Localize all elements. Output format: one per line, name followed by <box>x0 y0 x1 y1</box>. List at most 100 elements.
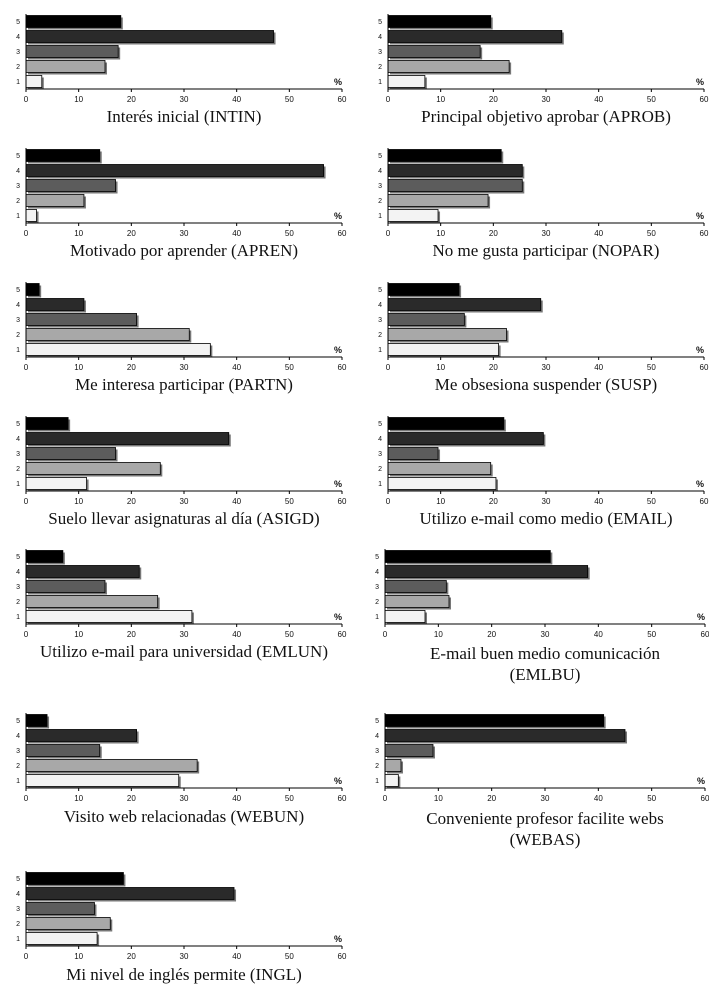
x-tick-label: 40 <box>232 952 241 961</box>
x-tick-label: 20 <box>127 794 136 803</box>
category-label: 5 <box>16 421 20 428</box>
x-tick-label: 20 <box>489 363 498 372</box>
x-tick-label: 30 <box>542 229 551 238</box>
bar-level-3 <box>25 902 95 915</box>
chart-title: Me obsesiona suspender (SUSP) <box>434 375 658 394</box>
x-tick-label: 60 <box>338 497 347 506</box>
percent-unit-label: % <box>334 612 342 622</box>
category-label: 1 <box>16 79 20 86</box>
x-tick-label: 20 <box>127 363 136 372</box>
x-tick-label: 40 <box>232 95 241 104</box>
x-tick-label: 20 <box>489 229 498 238</box>
category-label: 2 <box>378 64 382 71</box>
x-tick-label: 0 <box>24 497 29 506</box>
x-tick-label: 40 <box>232 363 241 372</box>
x-tick-label: 50 <box>285 229 294 238</box>
x-tick-label: 50 <box>285 794 294 803</box>
x-tick-label: 0 <box>24 363 29 372</box>
x-tick-label: 60 <box>700 363 709 372</box>
percent-unit-label: % <box>334 345 342 355</box>
x-tick-label: 40 <box>594 95 603 104</box>
x-tick-label: 10 <box>74 952 83 961</box>
percent-unit-label: % <box>334 211 342 221</box>
x-tick-label: 60 <box>701 794 709 803</box>
x-tick-label: 0 <box>24 229 29 238</box>
x-tick-label: 60 <box>338 630 347 639</box>
percent-unit-label: % <box>334 479 342 489</box>
category-label: 4 <box>378 436 382 443</box>
x-tick-label: 50 <box>647 363 656 372</box>
x-tick-label: 10 <box>74 363 83 372</box>
category-label: 3 <box>16 317 20 324</box>
x-tick-label: 30 <box>180 497 189 506</box>
category-label: 5 <box>378 19 382 26</box>
x-tick-label: 0 <box>386 229 391 238</box>
category-label: 4 <box>16 34 20 41</box>
x-tick-label: 0 <box>24 95 29 104</box>
x-tick-label: 20 <box>487 630 496 639</box>
x-tick-label: 20 <box>127 229 136 238</box>
x-tick-label: 20 <box>487 794 496 803</box>
x-tick-label: 10 <box>74 794 83 803</box>
chart-title: Mi nivel de inglés permite (INGL) <box>66 965 302 984</box>
category-label: 1 <box>16 614 20 621</box>
category-label: 2 <box>16 198 20 205</box>
x-tick-label: 40 <box>232 794 241 803</box>
category-label: 5 <box>16 153 20 160</box>
x-tick-label: 10 <box>74 630 83 639</box>
x-tick-label: 30 <box>542 497 551 506</box>
category-label: 3 <box>16 49 20 56</box>
x-tick-label: 0 <box>386 363 391 372</box>
x-tick-label: 30 <box>180 952 189 961</box>
x-tick-label: 10 <box>436 95 445 104</box>
category-label: 1 <box>375 778 379 785</box>
x-tick-label: 20 <box>127 952 136 961</box>
category-label: 4 <box>378 302 382 309</box>
bar-level-4 <box>25 887 235 900</box>
category-label: 5 <box>16 19 20 26</box>
category-label: 4 <box>16 733 20 740</box>
x-tick-label: 60 <box>338 952 347 961</box>
category-label: 3 <box>16 584 20 591</box>
category-label: 1 <box>16 347 20 354</box>
category-label: 5 <box>378 421 382 428</box>
category-label: 4 <box>16 891 20 898</box>
chart-title: Utilizo e-mail como medio (EMAIL) <box>419 509 673 528</box>
category-label: 1 <box>16 778 20 785</box>
x-tick-label: 50 <box>647 95 656 104</box>
category-label: 2 <box>16 921 20 928</box>
category-label: 2 <box>375 763 379 770</box>
chart-title: Suelo llevar asignaturas al día (ASIGD) <box>48 509 320 528</box>
category-label: 3 <box>378 451 382 458</box>
percent-unit-label: % <box>334 77 342 87</box>
category-label: 5 <box>16 554 20 561</box>
category-label: 3 <box>16 748 20 755</box>
chart-title: Interés inicial (INTIN) <box>106 107 262 126</box>
x-tick-label: 50 <box>285 363 294 372</box>
x-tick-label: 60 <box>338 95 347 104</box>
percent-unit-label: % <box>697 776 705 786</box>
x-tick-label: 10 <box>74 497 83 506</box>
chart-title: Principal objetivo aprobar (APROB) <box>421 107 671 126</box>
category-label: 2 <box>16 64 20 71</box>
x-tick-label: 60 <box>700 229 709 238</box>
x-tick-label: 60 <box>700 497 709 506</box>
x-tick-label: 60 <box>701 630 709 639</box>
category-label: 1 <box>16 481 20 488</box>
x-tick-label: 30 <box>542 363 551 372</box>
percent-unit-label: % <box>334 934 342 944</box>
category-label: 2 <box>16 466 20 473</box>
category-label: 4 <box>375 733 379 740</box>
category-label: 1 <box>378 347 382 354</box>
x-tick-label: 30 <box>180 630 189 639</box>
x-tick-label: 50 <box>285 497 294 506</box>
x-tick-label: 60 <box>338 363 347 372</box>
